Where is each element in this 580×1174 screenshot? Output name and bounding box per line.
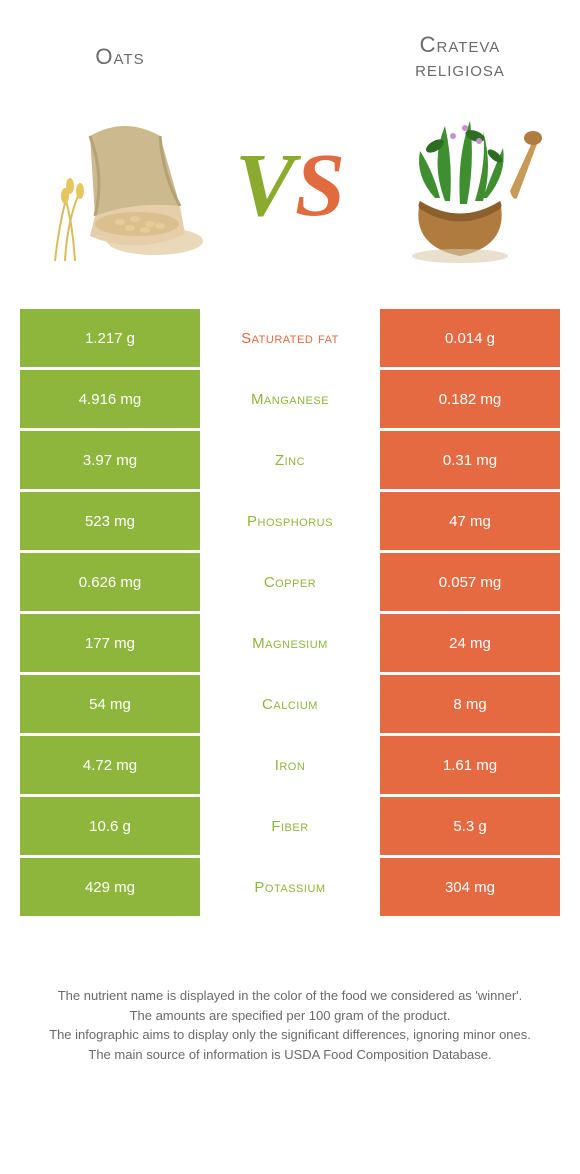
nutrient-label-cell: Fiber bbox=[200, 797, 380, 855]
right-food-title: Crateva religiosa bbox=[415, 30, 505, 84]
left-value-cell: 3.97 mg bbox=[20, 431, 200, 489]
left-value-cell: 429 mg bbox=[20, 858, 200, 916]
table-row: 0.626 mgCopper0.057 mg bbox=[20, 553, 560, 611]
table-row: 429 mgPotassium304 mg bbox=[20, 858, 560, 916]
left-value-cell: 523 mg bbox=[20, 492, 200, 550]
footer-line: The nutrient name is displayed in the co… bbox=[40, 986, 540, 1006]
nutrient-label-cell: Potassium bbox=[200, 858, 380, 916]
infographic-root: Oats bbox=[0, 0, 580, 1064]
right-value-cell: 0.057 mg bbox=[380, 553, 560, 611]
nutrient-label-cell: Saturated fat bbox=[200, 309, 380, 367]
right-value-cell: 1.61 mg bbox=[380, 736, 560, 794]
right-value-cell: 304 mg bbox=[380, 858, 560, 916]
nutrient-label-cell: Iron bbox=[200, 736, 380, 794]
table-row: 10.6 gFiber5.3 g bbox=[20, 797, 560, 855]
left-value-cell: 4.72 mg bbox=[20, 736, 200, 794]
right-value-cell: 0.014 g bbox=[380, 309, 560, 367]
nutrient-label-cell: Manganese bbox=[200, 370, 380, 428]
left-value-cell: 4.916 mg bbox=[20, 370, 200, 428]
nutrient-label-cell: Calcium bbox=[200, 675, 380, 733]
table-row: 54 mgCalcium8 mg bbox=[20, 675, 560, 733]
crateva-image bbox=[375, 106, 545, 271]
table-row: 1.217 gSaturated fat0.014 g bbox=[20, 309, 560, 367]
right-food-column: Crateva religiosa bbox=[360, 30, 560, 271]
footer-line: The main source of information is USDA F… bbox=[40, 1045, 540, 1065]
footer-line: The infographic aims to display only the… bbox=[40, 1025, 540, 1045]
table-row: 4.916 mgManganese0.182 mg bbox=[20, 370, 560, 428]
vs-letter-v: V bbox=[235, 136, 295, 235]
right-value-cell: 24 mg bbox=[380, 614, 560, 672]
table-row: 523 mgPhosphorus47 mg bbox=[20, 492, 560, 550]
vs-letter-s: S bbox=[295, 136, 345, 235]
vs-label: VS bbox=[235, 141, 345, 231]
right-value-cell: 8 mg bbox=[380, 675, 560, 733]
right-value-cell: 0.31 mg bbox=[380, 431, 560, 489]
nutrient-label-cell: Copper bbox=[200, 553, 380, 611]
nutrient-label-cell: Phosphorus bbox=[200, 492, 380, 550]
oats-image bbox=[35, 106, 205, 271]
table-row: 3.97 mgZinc0.31 mg bbox=[20, 431, 560, 489]
left-food-column: Oats bbox=[20, 30, 220, 271]
right-value-cell: 0.182 mg bbox=[380, 370, 560, 428]
header: Oats bbox=[0, 0, 580, 281]
left-food-title: Oats bbox=[95, 30, 144, 84]
nutrient-label-cell: Zinc bbox=[200, 431, 380, 489]
left-value-cell: 54 mg bbox=[20, 675, 200, 733]
right-value-cell: 47 mg bbox=[380, 492, 560, 550]
table-row: 4.72 mgIron1.61 mg bbox=[20, 736, 560, 794]
footer-line: The amounts are specified per 100 gram o… bbox=[40, 1006, 540, 1026]
nutrient-label-cell: Magnesium bbox=[200, 614, 380, 672]
left-value-cell: 10.6 g bbox=[20, 797, 200, 855]
left-value-cell: 0.626 mg bbox=[20, 553, 200, 611]
left-value-cell: 1.217 g bbox=[20, 309, 200, 367]
left-value-cell: 177 mg bbox=[20, 614, 200, 672]
table-row: 177 mgMagnesium24 mg bbox=[20, 614, 560, 672]
right-value-cell: 5.3 g bbox=[380, 797, 560, 855]
comparison-table: 1.217 gSaturated fat0.014 g4.916 mgManga… bbox=[20, 309, 560, 916]
footer-notes: The nutrient name is displayed in the co… bbox=[40, 986, 540, 1064]
